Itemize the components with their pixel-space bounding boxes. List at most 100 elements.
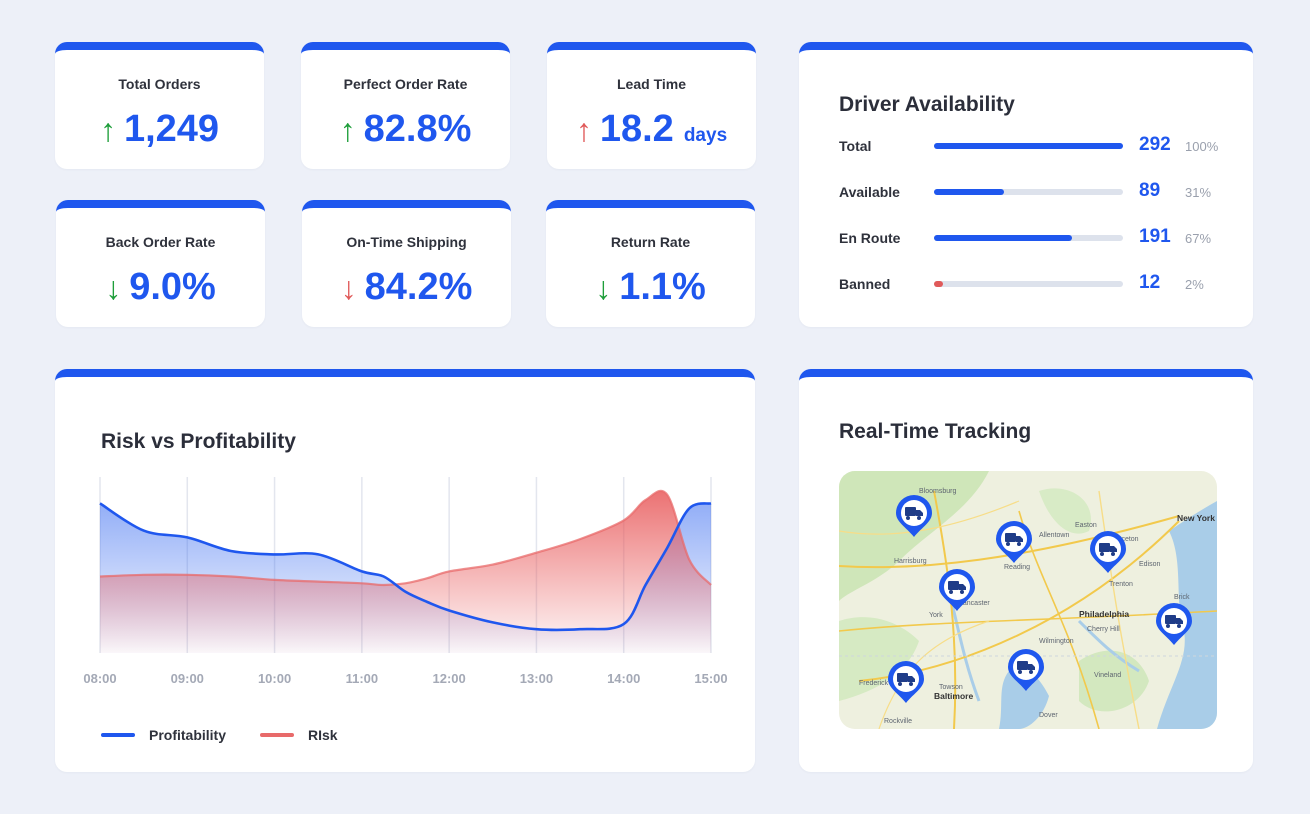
driver-row-available: Available 89 31% [839, 180, 1219, 204]
kpi-card-lead-time[interactable]: Lead Time ↑ 18.2 days [547, 42, 756, 169]
kpi-title: Return Rate [610, 234, 691, 250]
chart-areas [100, 490, 711, 653]
trend-up-icon: ↑ [339, 112, 356, 148]
trend-down-icon: ↓ [595, 270, 612, 306]
trend-down-icon: ↓ [105, 270, 122, 306]
kpi-card-back-order-rate[interactable]: Back Order Rate ↓ 9.0% [56, 200, 265, 327]
kpi-number: 9.0% [129, 266, 216, 308]
driver-row-percent: 31% [1185, 185, 1212, 200]
progress-fill [934, 235, 1072, 241]
x-tick-label: 14:00 [607, 671, 640, 686]
risk-profitability-chart: 08:00 09:00 10:00 11:00 12:00 13:00 14:00 15:00 [83, 477, 728, 686]
truck-marker-icon[interactable] [939, 569, 975, 611]
x-tick-label: 08:00 [83, 671, 116, 686]
truck-marker-icon[interactable] [888, 661, 924, 703]
driver-row-count: 89 [1139, 180, 1161, 201]
progress-track [934, 189, 1123, 195]
legend-profitability[interactable]: Profitability [101, 727, 226, 743]
driver-row-count: 292 [1139, 134, 1171, 155]
truck-marker-icon[interactable] [1008, 649, 1044, 691]
risk-profitability-card: Risk vs Profitability 08:00 09:00 10:00 11:… [55, 369, 755, 772]
map-city-label: Easton [1075, 522, 1097, 529]
kpi-number: 18.2 [599, 108, 674, 150]
x-tick-label: 11:00 [346, 671, 379, 686]
area-risk [100, 490, 711, 653]
x-tick-label: 12:00 [433, 671, 466, 686]
driver-row-en-route: En Route 191 67% [839, 226, 1219, 250]
driver-availability-card: Driver Availability Total 292 100% Avail… [799, 42, 1253, 327]
kpi-title: Total Orders [118, 76, 201, 92]
kpi-number: 1,249 [123, 108, 220, 150]
map-city-label: Harrisburg [894, 558, 927, 565]
driver-row-banned: Banned 12 2% [839, 272, 1219, 296]
trend-up-icon: ↑ [99, 112, 116, 148]
tracking-map[interactable]: Bloomsburg Allentown Easton New York Princet… [839, 471, 1217, 729]
kpi-value-row: ↓ 84.2% [302, 268, 511, 306]
driver-row-label: Available [839, 184, 900, 200]
driver-availability-title: Driver Availability [839, 93, 1015, 116]
line-profitability [99, 502, 712, 632]
progress-track [934, 281, 1123, 287]
kpi-number: 82.8% [363, 108, 472, 150]
map-city-label: Allentown [1039, 532, 1069, 539]
map-city-label: Edison [1139, 561, 1161, 568]
driver-row-label: Banned [839, 276, 891, 292]
kpi-number: 84.2% [364, 266, 473, 308]
kpi-unit: days [683, 125, 728, 146]
kpi-card-perfect-order-rate[interactable]: Perfect Order Rate ↑ 82.8% [301, 42, 510, 169]
map-labels: Bloomsburg Allentown Easton New York Princet… [859, 488, 1215, 725]
kpi-value-row: ↑ 18.2 days [547, 110, 756, 148]
legend-swatch-profitability [101, 733, 135, 737]
truck-marker-icon[interactable] [896, 494, 932, 537]
map-city-label: Dover [1039, 712, 1058, 719]
driver-row-label: Total [839, 138, 872, 154]
kpi-title: Perfect Order Rate [343, 76, 468, 92]
legend-swatch-risk [260, 733, 294, 737]
map-city-label: Wilmington [1039, 638, 1074, 645]
driver-row-percent: 100% [1185, 139, 1219, 154]
x-tick-label: 09:00 [171, 671, 204, 686]
driver-row-percent: 67% [1185, 231, 1212, 246]
kpi-value-row: ↓ 9.0% [56, 268, 265, 306]
kpi-card-return-rate[interactable]: Return Rate ↓ 1.1% [546, 200, 755, 327]
truck-marker-icon[interactable] [1156, 603, 1192, 645]
map-city-label: Cherry Hill [1087, 626, 1120, 633]
trend-down-icon: ↓ [340, 270, 357, 306]
driver-row-percent: 2% [1185, 277, 1204, 292]
kpi-card-on-time-shipping[interactable]: On-Time Shipping ↓ 84.2% [302, 200, 511, 327]
legend-label: RIsk [308, 727, 338, 743]
map-city-label: Rockville [884, 718, 912, 725]
driver-row-count: 191 [1139, 226, 1171, 247]
progress-fill [934, 281, 944, 287]
progress-track [934, 143, 1123, 149]
map-city-label: New York [1177, 513, 1215, 523]
progress-fill [934, 189, 1004, 195]
map-city-label: Philadelphia [1079, 609, 1129, 619]
driver-row-total: Total 292 100% [839, 134, 1219, 158]
driver-row-count: 12 [1139, 272, 1161, 293]
kpi-title: Back Order Rate [105, 234, 216, 250]
truck-marker-icon[interactable] [1090, 531, 1126, 573]
chart-lines [99, 489, 712, 632]
map-city-label: Trenton [1109, 581, 1133, 588]
truck-marker-icon[interactable] [996, 521, 1032, 563]
map-svg: Bloomsburg Allentown Easton New York Princet… [839, 471, 1217, 729]
real-time-tracking-card: Real-Time Tracking Bloomsburg Allentown [799, 369, 1253, 772]
progress-fill [934, 143, 1123, 149]
map-city-label: Frederick [859, 680, 889, 687]
map-city-label: Bloomsburg [919, 488, 956, 495]
map-city-label: Baltimore [934, 691, 973, 701]
kpi-number: 1.1% [619, 266, 706, 308]
risk-profitability-title: Risk vs Profitability [101, 430, 296, 453]
kpi-value-row: ↑ 1,249 [55, 110, 264, 148]
map-city-label: Towson [939, 684, 963, 691]
legend-risk[interactable]: RIsk [260, 727, 338, 743]
legend-label: Profitability [149, 727, 227, 743]
map-city-label: Vineland [1094, 672, 1121, 679]
real-time-tracking-title: Real-Time Tracking [839, 420, 1032, 443]
progress-track [934, 235, 1123, 241]
kpi-card-total-orders[interactable]: Total Orders ↑ 1,249 [55, 42, 264, 169]
x-tick-label: 10:00 [258, 671, 291, 686]
map-markers [888, 494, 1192, 703]
x-axis-ticks: 08:00 09:00 10:00 11:00 12:00 13:00 14:00 15:00 [83, 671, 727, 686]
